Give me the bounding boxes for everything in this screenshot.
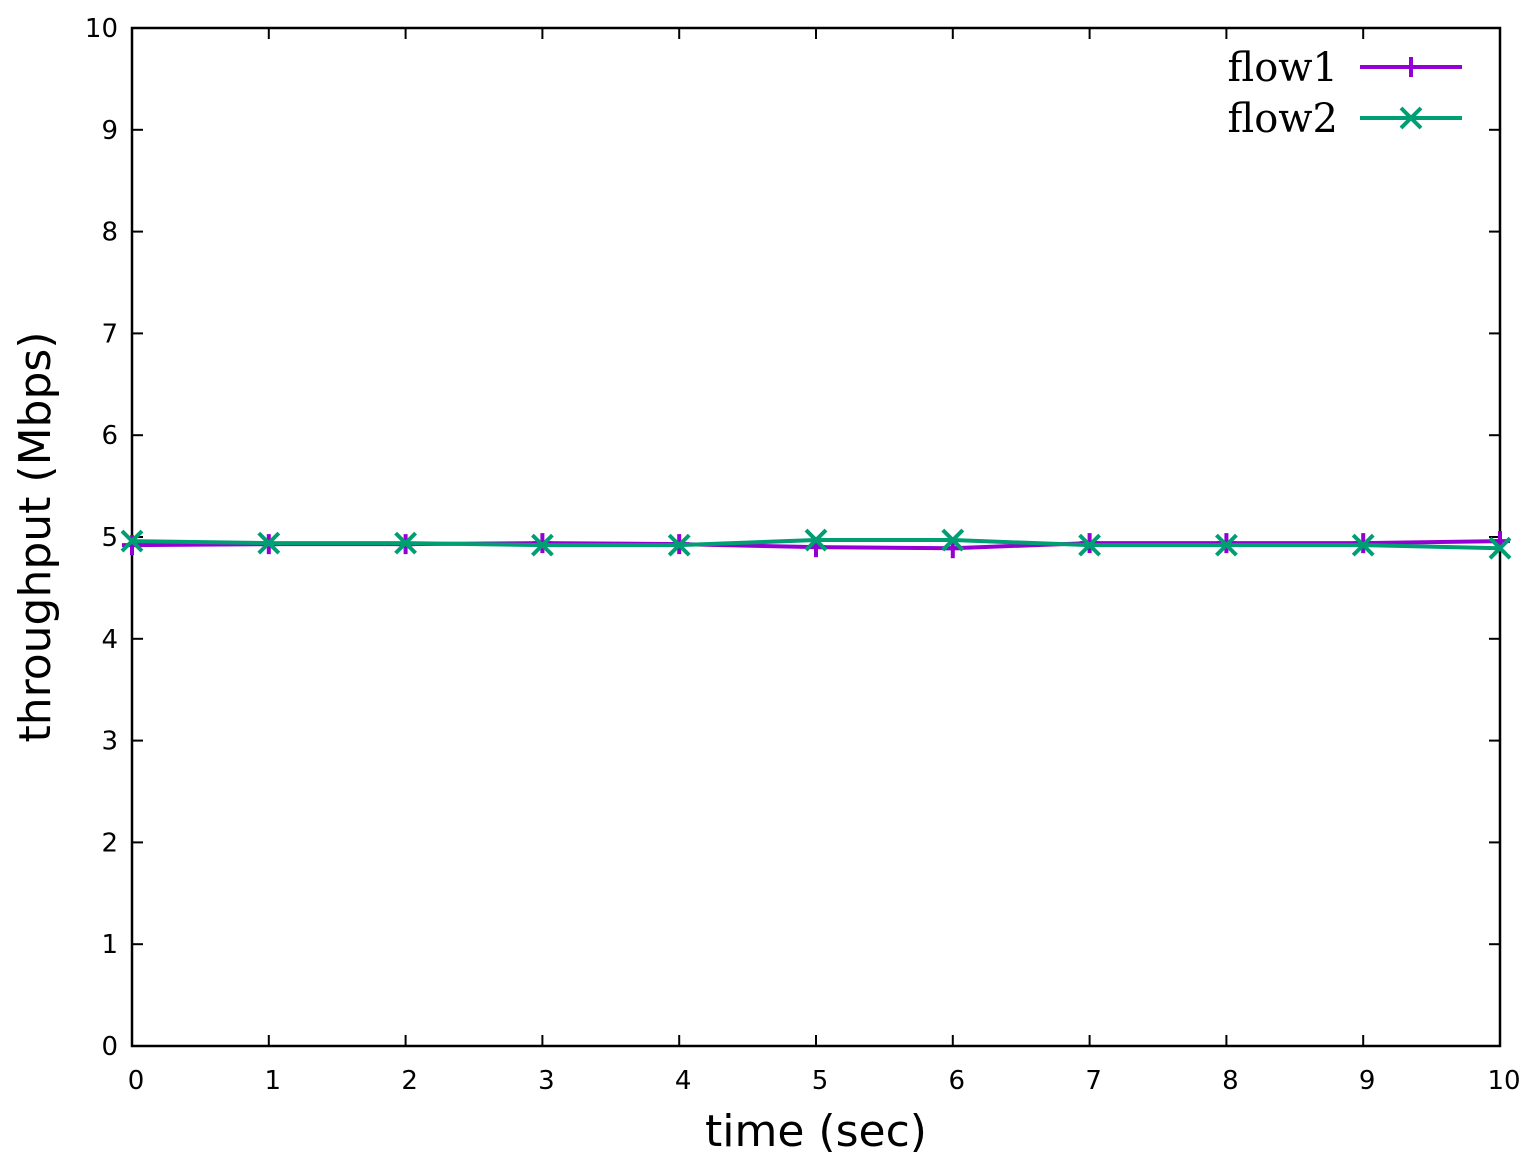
legend-label-flow2: flow2 [1228, 96, 1338, 142]
data-point-flow2 [257, 531, 281, 555]
x-tick-label: 7 [1085, 1066, 1102, 1096]
data-point-flow2 [394, 531, 418, 555]
x-tick-label: 8 [1222, 1066, 1239, 1096]
x-tick-label: 9 [1359, 1066, 1376, 1096]
x-tick-label: 6 [949, 1066, 966, 1096]
data-point-flow2 [804, 528, 828, 552]
data-point-flow2 [1351, 533, 1375, 557]
legend-marker-flow2 [1399, 106, 1423, 130]
series-layer [120, 528, 1512, 560]
x-tick-label: 2 [401, 1066, 418, 1096]
x-tick-label: 1 [265, 1066, 282, 1096]
data-point-flow2 [530, 533, 554, 557]
data-point-flow2 [667, 533, 691, 557]
x-tick-label: 0 [128, 1066, 145, 1096]
x-tick-label: 4 [675, 1066, 692, 1096]
series-flow2 [120, 528, 1512, 560]
y-tick-label: 6 [101, 421, 118, 451]
legend-label-flow1: flow1 [1228, 45, 1338, 91]
legend-marker-flow1 [1401, 57, 1421, 77]
data-point-flow2 [120, 529, 144, 553]
data-point-flow2 [1214, 533, 1238, 557]
y-tick-label: 8 [101, 218, 118, 248]
y-tick-label: 5 [101, 523, 118, 553]
y-tick-label: 4 [101, 625, 118, 655]
y-tick-label: 7 [101, 319, 118, 349]
x-tick-label: 3 [538, 1066, 555, 1096]
x-axis-label: time (sec) [705, 1106, 927, 1157]
x-tick-label: 5 [812, 1066, 829, 1096]
legend: flow1 flow2 [1228, 45, 1462, 142]
data-point-flow2 [1488, 536, 1512, 560]
y-tick-label: 0 [101, 1032, 118, 1062]
tick-labels: 0 1 2 3 4 5 6 7 8 9 10 0 1 2 3 4 5 6 7 8 9 10 [85, 14, 1521, 1096]
y-tick-label: 2 [101, 828, 118, 858]
y-tick-label: 10 [85, 14, 118, 44]
data-point-flow2 [1078, 533, 1102, 557]
y-tick-label: 3 [101, 727, 118, 757]
data-point-flow2 [941, 528, 965, 552]
y-tick-label: 9 [101, 116, 118, 146]
y-axis-label: throughput (Mbps) [10, 331, 61, 742]
x-tick-label: 10 [1487, 1066, 1520, 1096]
y-tick-label: 1 [101, 930, 118, 960]
